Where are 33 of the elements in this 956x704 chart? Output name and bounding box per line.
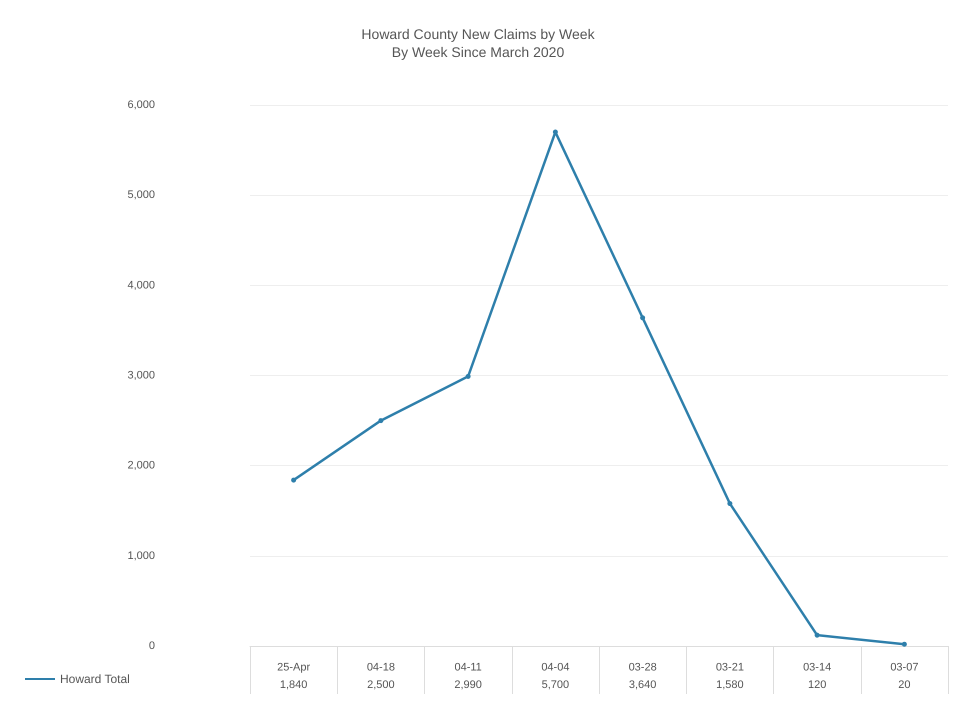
x-tick-label: 25-Apr (277, 662, 310, 674)
y-tick-label: 0 (148, 640, 155, 652)
x-tick-label: 04-04 (541, 662, 570, 674)
point (727, 501, 732, 506)
point (640, 315, 646, 320)
point (378, 418, 384, 424)
x-tick-label: 03-28 (628, 662, 657, 674)
chart-title: Howard County New Claims by Week (361, 26, 596, 42)
data-label: 1,840 (280, 679, 308, 691)
data-label: 5,700 (542, 679, 570, 691)
point (902, 642, 907, 647)
data-label: 120 (808, 679, 826, 691)
x-tick-label: 03-21 (716, 662, 744, 674)
y-tick-label: 3,000 (127, 370, 155, 382)
legend-label: Howard Total (60, 672, 130, 686)
data-label: 1,580 (716, 679, 744, 691)
x-tick-label: 04-18 (366, 662, 395, 674)
x-tick-label: 04-11 (454, 662, 482, 674)
x-tick-label: 03-07 (890, 662, 918, 674)
y-tick-label: 4,000 (127, 279, 155, 292)
y-tick-label: 6,000 (127, 99, 155, 111)
point (291, 478, 296, 483)
point (466, 374, 471, 379)
y-tick-label: 2,000 (127, 460, 155, 472)
data-label: 20 (898, 679, 910, 691)
x-tick-label: 03-14 (803, 662, 832, 674)
data-label: 2,500 (367, 679, 395, 691)
data-label: 3,640 (628, 679, 656, 691)
data-label: 2,990 (454, 679, 482, 691)
y-tick-label: 5,000 (127, 189, 155, 202)
y-tick-label: 1,000 (127, 550, 155, 562)
point (814, 632, 820, 638)
chart-subtitle: By Week Since March 2020 (392, 44, 564, 60)
